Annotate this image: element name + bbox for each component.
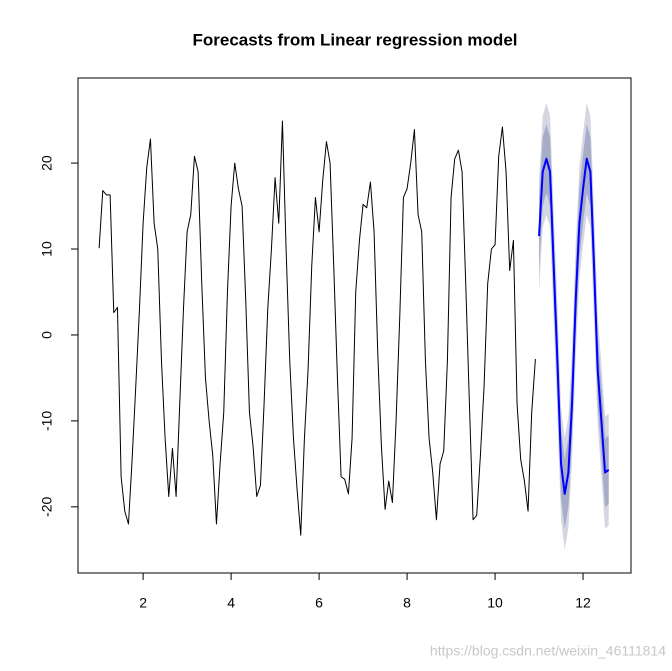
y-tick-label: 20 — [39, 155, 55, 171]
x-tick-label: 4 — [227, 595, 235, 611]
x-tick-label: 2 — [139, 595, 147, 611]
y-tick-label: -20 — [39, 496, 55, 516]
watermark: https://blog.csdn.net/weixin_46111814 — [430, 643, 666, 659]
x-tick-label: 8 — [403, 595, 411, 611]
x-tick-label: 6 — [315, 595, 323, 611]
series-line — [98, 120, 536, 536]
chart-title: Forecasts from Linear regression model — [193, 30, 518, 49]
x-tick-label: 12 — [575, 595, 591, 611]
y-tick-label: 10 — [39, 241, 55, 257]
y-tick-label: 0 — [39, 331, 55, 339]
x-tick-label: 10 — [487, 595, 503, 611]
y-tick-label: -10 — [39, 411, 55, 431]
series-line — [538, 157, 610, 495]
